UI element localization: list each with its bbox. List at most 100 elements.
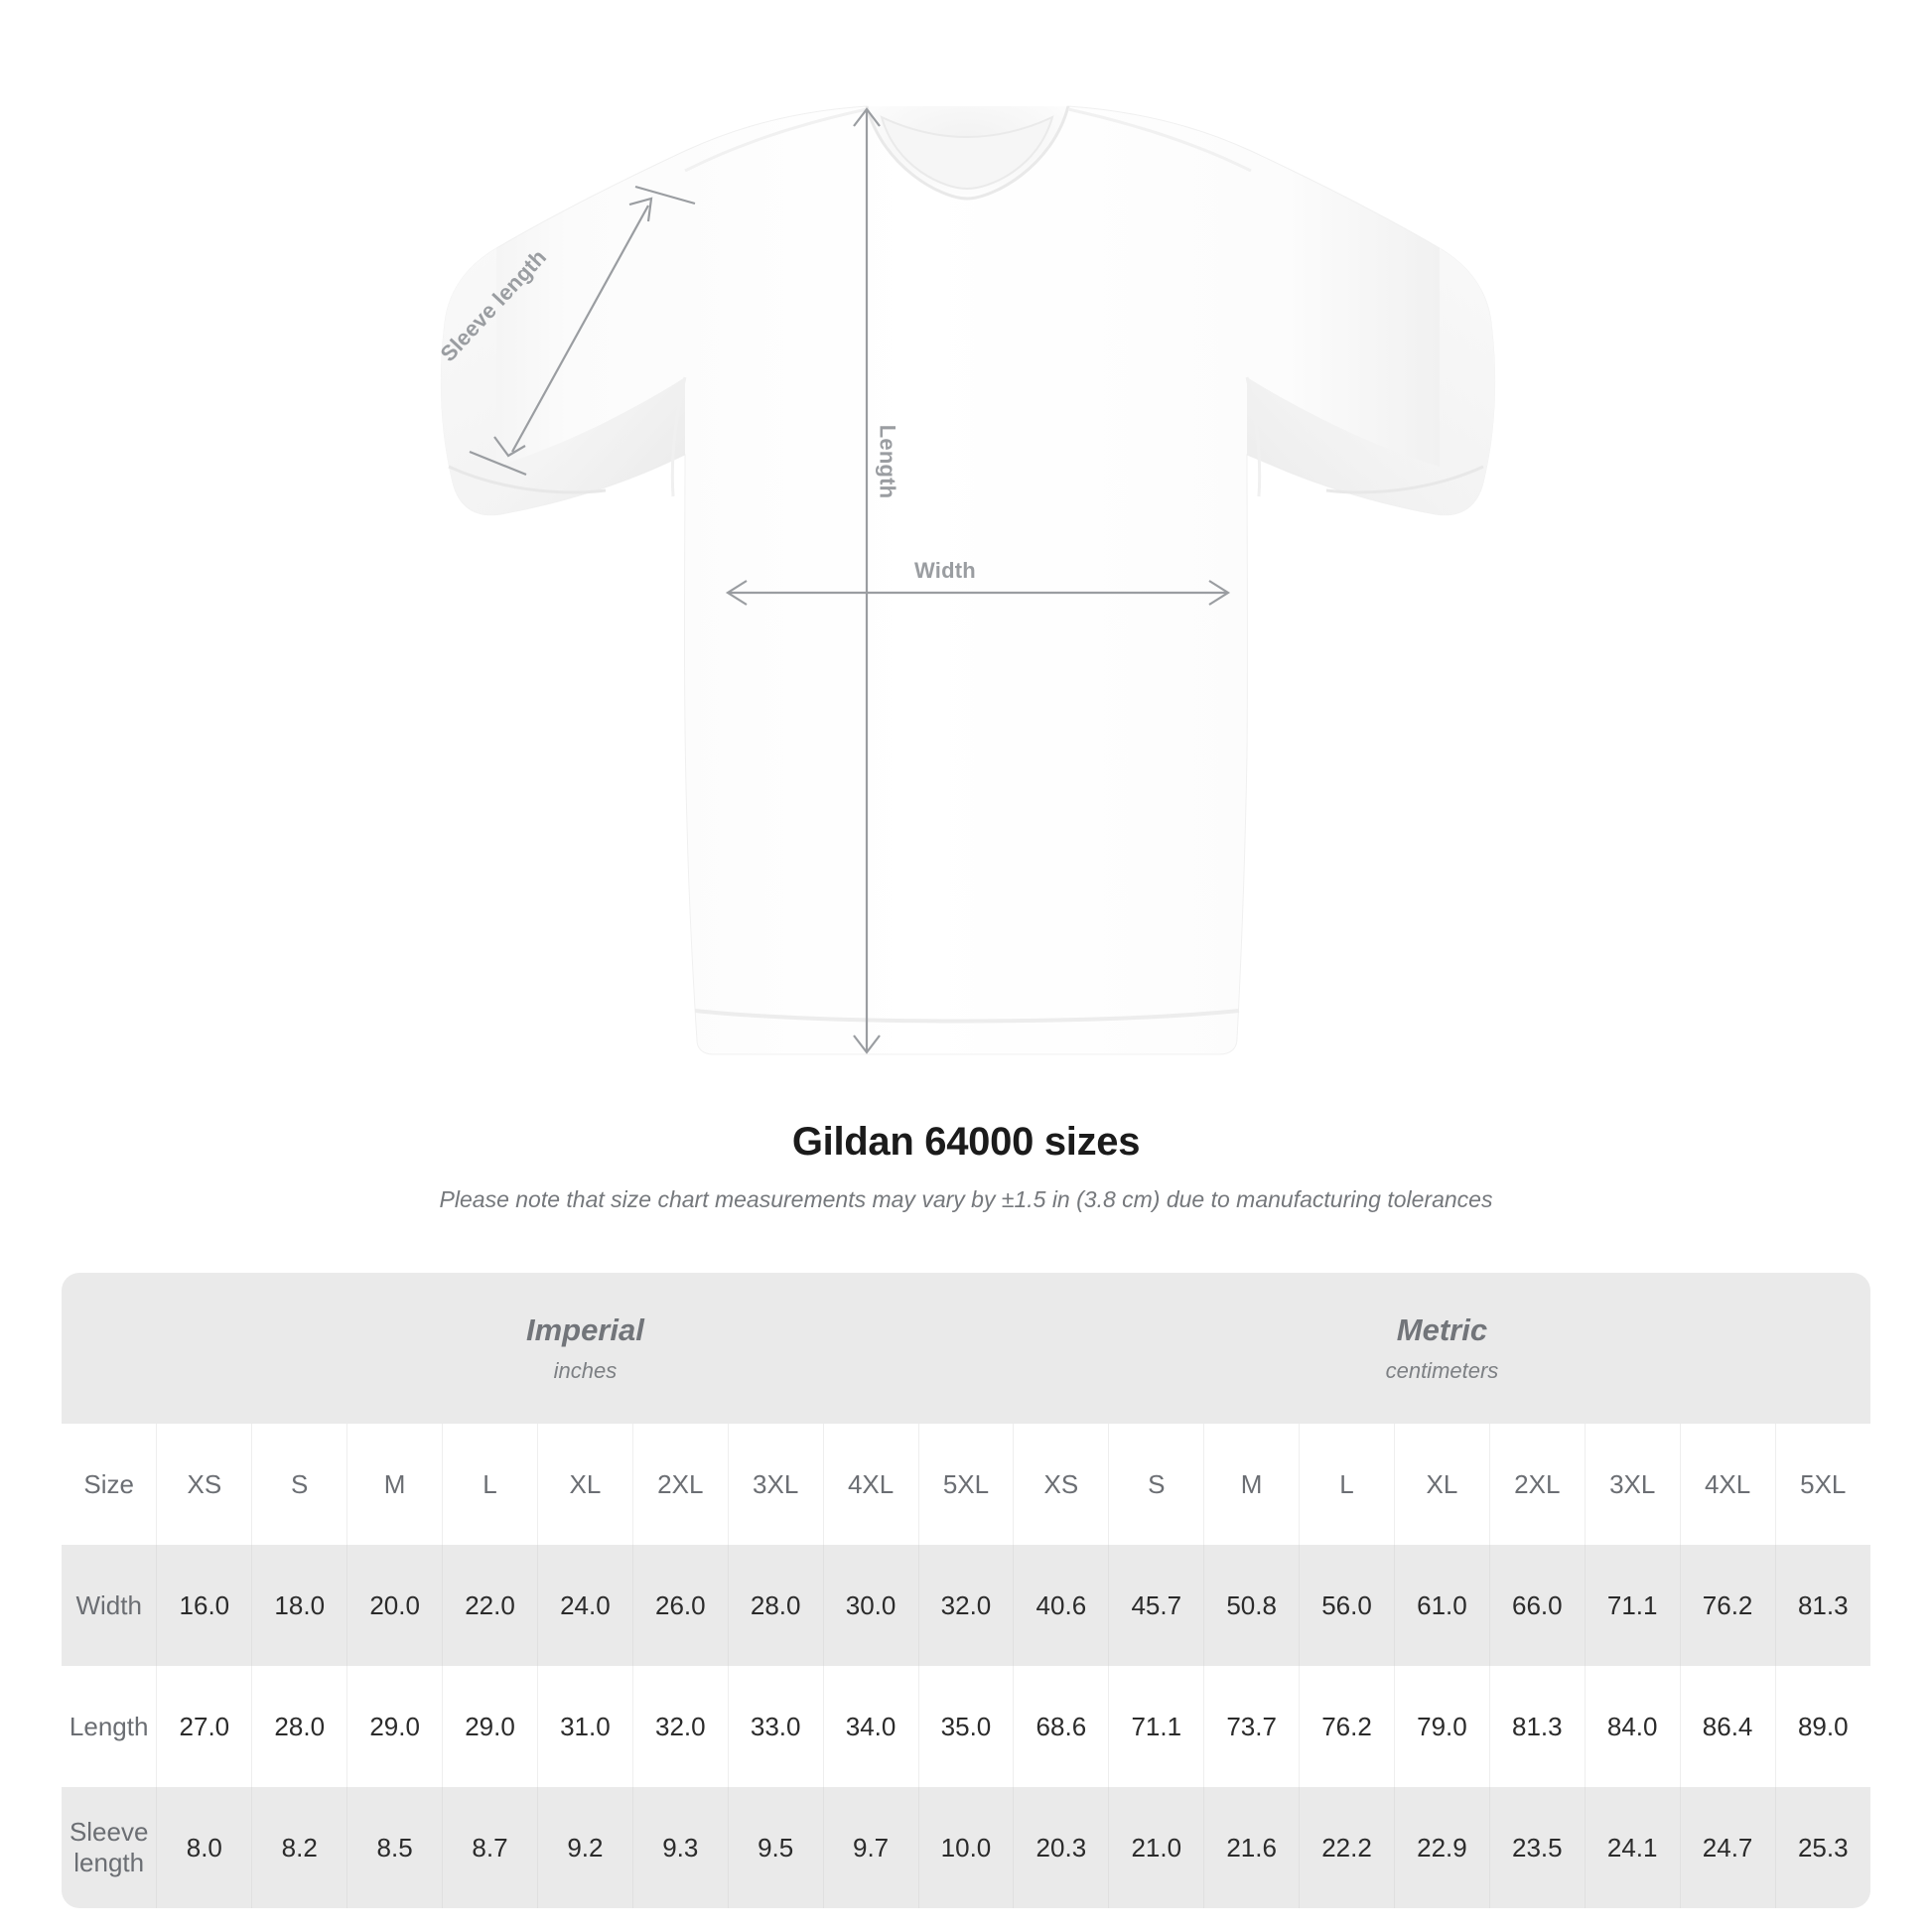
cell-width: 28.0 — [727, 1545, 824, 1666]
cell-sleeve-length: 20.3 — [1013, 1787, 1109, 1908]
row-label-sleeve-length: Sleeve length — [62, 1787, 157, 1908]
cell-length: 84.0 — [1584, 1666, 1681, 1787]
sleeve-tick-top — [634, 185, 696, 206]
cell-sleeve-length: 8.2 — [251, 1787, 347, 1908]
size-header-row: Size XS S M L XL 2XL 3XL 4XL 5XL XS S M … — [62, 1424, 1870, 1545]
length-dimension-label: Length — [875, 424, 900, 499]
cell-length: 76.2 — [1299, 1666, 1395, 1787]
size-header-cell: 3XL — [1584, 1424, 1681, 1545]
unit-banner-row: Imperial inches Metric centimeters — [62, 1273, 1870, 1424]
cell-sleeve-length: 23.5 — [1488, 1787, 1586, 1908]
cell-length: 29.0 — [442, 1666, 538, 1787]
cell-sleeve-length: 9.7 — [822, 1787, 919, 1908]
cell-width: 61.0 — [1393, 1545, 1490, 1666]
cell-width: 32.0 — [917, 1545, 1014, 1666]
sleeve-guide-line — [511, 205, 649, 453]
cell-sleeve-length: 9.2 — [536, 1787, 633, 1908]
unit-group-metric-label: Metric — [1396, 1312, 1488, 1348]
size-header-cell: 5XL — [917, 1424, 1014, 1545]
unit-banner-spacer — [62, 1273, 157, 1424]
size-header-cell: M — [346, 1424, 443, 1545]
cell-sleeve-length: 25.3 — [1774, 1787, 1870, 1908]
cell-width: 81.3 — [1774, 1545, 1870, 1666]
size-header-label: Size — [62, 1424, 157, 1545]
table-row: Width 16.0 18.0 20.0 22.0 24.0 26.0 28.0… — [62, 1545, 1870, 1666]
cell-sleeve-length: 9.3 — [631, 1787, 729, 1908]
size-chart-table-container: Imperial inches Metric centimeters Size … — [62, 1273, 1870, 1908]
table-row: Length 27.0 28.0 29.0 29.0 31.0 32.0 33.… — [62, 1666, 1870, 1787]
cell-sleeve-length: 9.5 — [727, 1787, 824, 1908]
cell-width: 50.8 — [1203, 1545, 1300, 1666]
size-header-cell: L — [442, 1424, 538, 1545]
cell-length: 73.7 — [1203, 1666, 1300, 1787]
row-label-length: Length — [62, 1666, 157, 1787]
page-title: Gildan 64000 sizes — [791, 1120, 1141, 1164]
cell-sleeve-length: 21.0 — [1108, 1787, 1204, 1908]
size-header-cell: 2XL — [1488, 1424, 1586, 1545]
cell-sleeve-length: 8.0 — [156, 1787, 252, 1908]
cell-width: 16.0 — [156, 1545, 252, 1666]
sleeve-arrow-head-top — [628, 197, 653, 222]
cell-sleeve-length: 24.7 — [1679, 1787, 1776, 1908]
size-header-cell: 4XL — [822, 1424, 919, 1545]
size-header-cell: L — [1299, 1424, 1395, 1545]
cell-length: 86.4 — [1679, 1666, 1776, 1787]
width-arrow-head-left — [725, 580, 748, 606]
size-header-cell: M — [1203, 1424, 1300, 1545]
chart-title-block: Gildan 64000 sizes Please note that size… — [0, 1120, 1932, 1213]
cell-width: 30.0 — [822, 1545, 919, 1666]
cell-sleeve-length: 24.1 — [1584, 1787, 1681, 1908]
cell-length: 79.0 — [1393, 1666, 1490, 1787]
cell-length: 81.3 — [1488, 1666, 1586, 1787]
cell-sleeve-length: 8.7 — [442, 1787, 538, 1908]
size-header-cell: XS — [1013, 1424, 1109, 1545]
width-arrow-head-right — [1208, 580, 1231, 606]
cell-sleeve-length: 10.0 — [917, 1787, 1014, 1908]
cell-sleeve-length: 22.9 — [1393, 1787, 1490, 1908]
size-header-cell: 2XL — [631, 1424, 729, 1545]
cell-length: 34.0 — [822, 1666, 919, 1787]
size-header-cell: 5XL — [1774, 1424, 1870, 1545]
cell-width: 40.6 — [1013, 1545, 1109, 1666]
cell-length: 27.0 — [156, 1666, 252, 1787]
cell-width: 26.0 — [631, 1545, 729, 1666]
cell-length: 68.6 — [1013, 1666, 1109, 1787]
row-label-width: Width — [62, 1545, 157, 1666]
tolerance-note: Please note that size chart measurements… — [439, 1186, 1493, 1212]
cell-width: 71.1 — [1584, 1545, 1681, 1666]
size-chart-table: Imperial inches Metric centimeters Size … — [62, 1273, 1870, 1908]
cell-sleeve-length: 22.2 — [1299, 1787, 1395, 1908]
cell-width: 45.7 — [1108, 1545, 1204, 1666]
size-header-cell: S — [1108, 1424, 1204, 1545]
cell-width: 66.0 — [1488, 1545, 1586, 1666]
width-dimension-label: Width — [914, 558, 976, 583]
cell-width: 76.2 — [1679, 1545, 1776, 1666]
unit-group-metric-sub: centimeters — [1385, 1357, 1499, 1383]
cell-length: 89.0 — [1774, 1666, 1870, 1787]
size-header-cell: 4XL — [1679, 1424, 1776, 1545]
unit-group-metric: Metric centimeters — [1013, 1273, 1870, 1424]
cell-sleeve-length: 8.5 — [346, 1787, 443, 1908]
cell-length: 28.0 — [251, 1666, 347, 1787]
cell-width: 18.0 — [251, 1545, 347, 1666]
length-arrow-head-top — [853, 107, 881, 127]
unit-group-imperial: Imperial inches — [156, 1273, 1014, 1424]
unit-group-imperial-label: Imperial — [525, 1312, 644, 1348]
cell-sleeve-length: 21.6 — [1203, 1787, 1300, 1908]
length-arrow-head-bottom — [853, 1035, 881, 1054]
size-header-cell: 3XL — [727, 1424, 824, 1545]
unit-group-imperial-sub: inches — [553, 1357, 618, 1383]
cell-length: 71.1 — [1108, 1666, 1204, 1787]
cell-width: 22.0 — [442, 1545, 538, 1666]
shirt-silhouette — [440, 105, 1496, 1055]
t-shirt-measurement-diagram: Sleeve length Length Width — [435, 105, 1496, 1055]
sleeve-arrow-head-bottom — [493, 436, 526, 458]
sleeve-tick-bottom — [469, 450, 527, 477]
t-shirt-illustration — [440, 105, 1496, 1055]
cell-width: 24.0 — [536, 1545, 633, 1666]
size-header-cell: XS — [156, 1424, 252, 1545]
cell-width: 56.0 — [1299, 1545, 1395, 1666]
measurement-guides — [469, 107, 1231, 1054]
size-header-cell: S — [251, 1424, 347, 1545]
